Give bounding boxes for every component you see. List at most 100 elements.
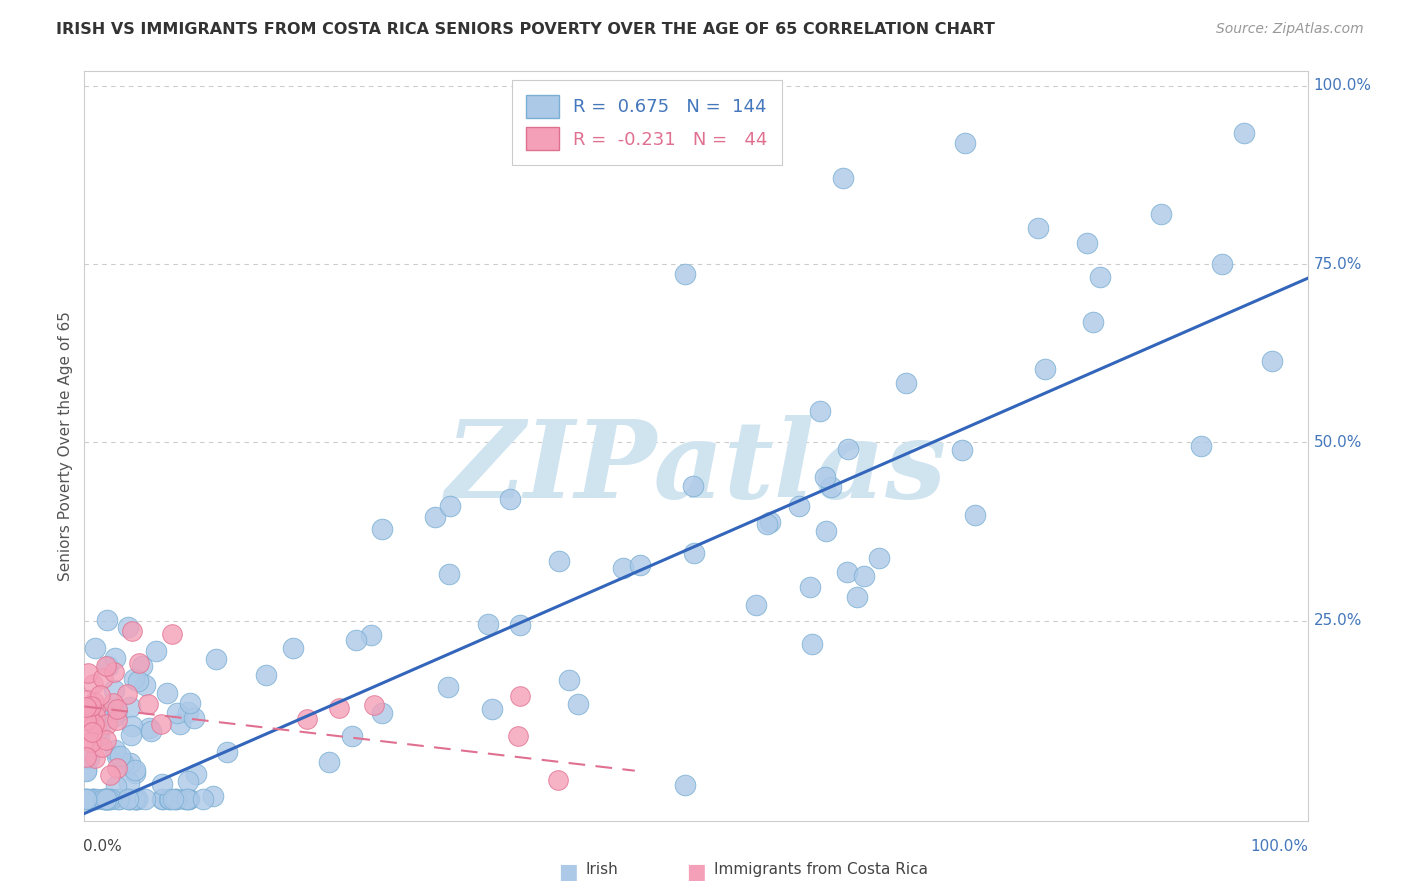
Point [80,735,103,749]
Point [75,792,97,806]
Point [683,546,706,560]
Point [86,706,108,720]
Point [295,712,318,726]
Point [94,792,117,806]
Text: IRISH VS IMMIGRANTS FROM COSTA RICA SENIORS POVERTY OVER THE AGE OF 65 CORRELATI: IRISH VS IMMIGRANTS FROM COSTA RICA SENI… [56,22,995,37]
Point [1150,207,1173,221]
Point [558,673,581,688]
Point [82,792,104,806]
Point [837,442,859,457]
Point [122,672,145,686]
Point [612,561,634,575]
Point [120,728,142,742]
Point [165,792,187,806]
Point [82,792,104,806]
Point [121,624,143,638]
Point [117,792,139,806]
Point [94,732,117,747]
Point [162,792,184,806]
Point [83,717,105,731]
Text: Irish: Irish [586,862,619,877]
Point [808,404,831,418]
Point [131,658,153,673]
Point [96,613,118,627]
Point [124,763,146,777]
Text: 100.0%: 100.0% [1313,78,1372,93]
Point [1081,315,1104,329]
Point [122,792,145,806]
Text: 75.0%: 75.0% [1313,257,1362,271]
Text: Immigrants from Costa Rica: Immigrants from Costa Rica [714,862,928,877]
Point [176,792,198,806]
Point [80,714,103,729]
Point [80,699,103,714]
Point [91,792,114,806]
Point [896,376,918,390]
Point [201,789,224,803]
Point [439,499,461,513]
Point [159,792,181,806]
Point [437,566,460,581]
Point [1028,221,1050,235]
Point [134,792,156,806]
Point [682,479,704,493]
Point [111,756,134,771]
Point [814,524,837,538]
Point [950,442,973,457]
Point [84,792,107,806]
Point [75,764,97,778]
Point [437,680,460,694]
Point [94,792,117,806]
Point [759,515,782,529]
Point [363,698,385,712]
Point [755,517,778,532]
Point [103,665,125,679]
Point [152,792,174,806]
Point [831,171,853,186]
Point [120,756,142,770]
Point [107,792,129,806]
Point [283,641,305,656]
Point [547,554,569,568]
Point [745,598,768,612]
Point [75,792,97,806]
Point [96,792,118,806]
Point [1211,257,1233,271]
Point [160,626,183,640]
Point [87,730,110,744]
Point [125,792,148,806]
Point [118,776,141,790]
Point [176,706,198,720]
Point [499,491,522,506]
Point [83,694,105,708]
Point [152,792,174,806]
Text: ZIPatlas: ZIPatlas [446,416,946,522]
Point [96,658,118,673]
Point [100,792,122,806]
Point [506,730,529,744]
Point [509,689,531,703]
Point [318,756,340,770]
Point [94,792,117,806]
Point [80,715,103,730]
Point [846,590,869,604]
Point [103,710,125,724]
Point [150,716,173,731]
Point [82,725,104,739]
Point [371,706,394,720]
Point [125,792,148,806]
Point [89,722,111,736]
Point [799,580,821,594]
Point [628,558,651,573]
Point [117,687,139,701]
Point [104,743,127,757]
Point [965,508,987,522]
Point [835,565,858,579]
Point [165,792,187,806]
Point [477,616,499,631]
Point [84,707,107,722]
Point [77,666,100,681]
Point [75,749,97,764]
Point [1189,439,1212,453]
Point [75,792,97,806]
